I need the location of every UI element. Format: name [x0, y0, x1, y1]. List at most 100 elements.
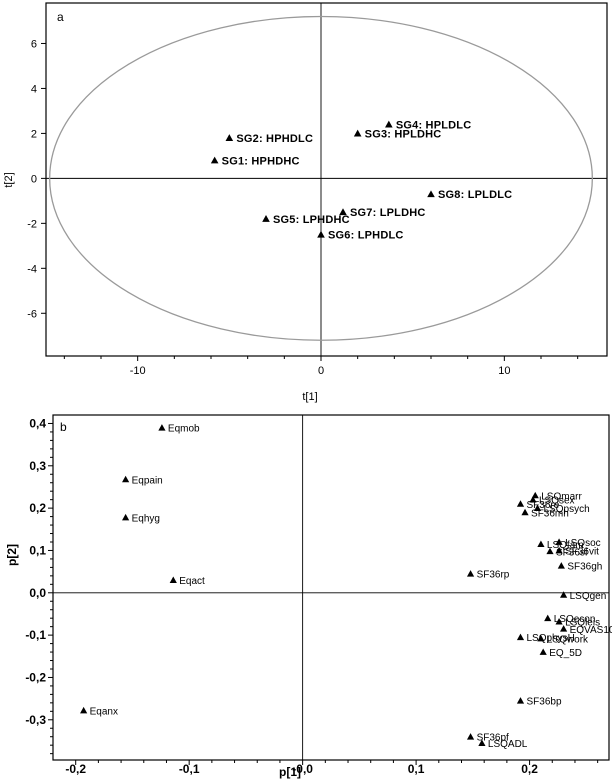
panel-b-point-label: SF36re [526, 500, 559, 511]
panel-b-point-marker [560, 625, 568, 632]
panel-b-x-tick-label: 0,2 [521, 762, 538, 776]
panel-b-point-label: SF36pf [477, 733, 509, 744]
panel-a-point-label: SG1: HPHDHC [222, 155, 300, 167]
panel-a-y-tick-label: 6 [31, 38, 37, 50]
panel-b-y-tick-label: 0,1 [29, 543, 46, 557]
panel-b-point-marker [555, 617, 563, 625]
panel-b-point-marker [555, 546, 563, 554]
panel-b-point-marker [122, 475, 130, 483]
panel-b-x-tick-label: -0,0 [292, 762, 313, 776]
panel-a-plot-frame [45, 2, 608, 357]
panel-b-points: EqmobEqpainEqhygEqactEqanxLSQmarrLSQsexS… [80, 424, 612, 750]
panel-a-y-tick-label: 0 [31, 173, 37, 185]
panel-a-point-marker [339, 208, 347, 216]
panel-b-point-marker [529, 496, 537, 503]
panel-b-point-label: Eqmob [168, 424, 200, 435]
panel-b-point-label: EQVAS100 [570, 625, 612, 636]
panel-b-point-label: SF36mh [531, 508, 569, 519]
panel-b-point-marker [466, 733, 475, 740]
panel-b-point-label: EQ_5D [549, 648, 582, 659]
panel-a-point-marker [225, 134, 234, 141]
panel-a-point-label: SG6: LPHDLC [328, 230, 404, 242]
panel-b-x-tick-label: -0,1 [179, 762, 200, 776]
panel-a-x-tick-label: -10 [130, 365, 146, 377]
panel-a-y-tick-label: 4 [31, 83, 37, 95]
panel-a-axes [46, 3, 607, 356]
panel-b-y-tick-label: -0,1 [25, 628, 46, 642]
panel-a-point-label: SG5: LPHDHC [273, 214, 350, 226]
panel-a-confidence-ellipse [49, 15, 593, 341]
panel-a-y-tick-label: -6 [27, 308, 37, 320]
panel-b-point-marker [521, 508, 529, 516]
panel-b-point-label: LSQfam [547, 540, 584, 551]
panel-b-point-marker [537, 634, 545, 642]
panel-b-point-label: Eqact [179, 576, 205, 587]
panel-b-y-tick-label: -0,3 [25, 713, 46, 727]
panel-b-point-marker [169, 576, 177, 583]
panel-b-point-marker [516, 697, 525, 704]
panel-a-point-marker [210, 156, 219, 164]
panel-a-point-label: SG2: HPHDLC [236, 133, 313, 145]
panel-a-y-tick-label: 2 [31, 128, 37, 140]
panel-a-confidence-ellipse-group [49, 15, 593, 341]
panel-a-ticks: 6 4 2 0 -2 -4 -6 -10 0 10 [27, 38, 579, 377]
panel-b-point-label: Eqhyg [132, 513, 160, 524]
panel-b-plot-frame [52, 414, 610, 761]
panel-b-letter: b [60, 420, 67, 434]
panel-b-point-marker [466, 570, 475, 577]
panel-b-y-tick-label: 0,2 [29, 501, 46, 515]
panel-b-point-marker [478, 739, 486, 746]
panel-b-point-marker [537, 540, 545, 547]
panel-b-point-label: LSQecon [554, 614, 596, 625]
panel-b-point-marker [539, 648, 547, 655]
panel-b-point-label: SF36vit [565, 546, 599, 557]
panel-a-y-tick-label: -2 [27, 218, 37, 230]
panel-a-letter: a [57, 10, 64, 24]
panel-a-y-tick-label: -4 [27, 263, 37, 275]
panel-a-point-marker [317, 230, 325, 238]
panel-b-point-label: LSQADL [488, 739, 528, 750]
panel-a-point-marker [353, 129, 362, 137]
panel-b-y-tick-label: -0,2 [25, 670, 46, 684]
panel-b-point-marker [533, 504, 542, 512]
panel-b-point-label: LSQleis [565, 618, 600, 629]
panel-a-point-label: SG3: HPLDHC [365, 128, 442, 140]
panel-a-x-tick-label: 0 [318, 365, 324, 377]
panel-a-point-marker [427, 190, 435, 198]
panel-b-point-marker [557, 562, 565, 569]
panel-b-point-marker [531, 491, 539, 499]
panel-a-point-label: SG7: LPLDHC [350, 207, 426, 219]
panel-b-x-tick-label: -0,2 [65, 762, 86, 776]
panel-b-y-tick-label: 0,3 [29, 459, 46, 473]
panel-b-point-marker [560, 591, 568, 598]
panel-b-point-label: LSQgen [570, 591, 607, 602]
panel-b-loading-plot: b 0,4 0,3 0,2 0,1 0,0 -0,1 -0,2 -0,3 -0,2 -0,1 -0,… [5, 414, 612, 779]
panel-b-axes [53, 415, 609, 760]
panel-b-ticks: 0,4 0,3 0,2 0,1 0,0 -0,1 -0,2 -0,3 -0,2 -0,1 -0,0 0… [25, 416, 599, 776]
panel-b-point-marker [555, 538, 563, 545]
panel-b-point-label: LSQsoc [565, 538, 601, 549]
panel-a-point-label: SG8: LPLDLC [438, 189, 512, 201]
panel-b-point-label: SF36rp [477, 570, 510, 581]
panel-b-point-marker [122, 513, 130, 521]
panel-b-point-label: LSQpsych [544, 504, 590, 515]
panel-b-point-marker [544, 614, 552, 622]
panel-a-point-marker [385, 120, 393, 128]
panel-b-point-marker [158, 424, 166, 431]
panel-b-point-label: Eqanx [90, 706, 118, 717]
panel-a-point-marker [262, 215, 270, 222]
panel-b-x-tick-label: 0,1 [408, 762, 425, 776]
panel-b-point-marker [546, 547, 554, 555]
panel-a-x-axis-title: t[1] [302, 391, 317, 403]
panel-a-point-label: SG4: HPLDLC [396, 119, 472, 131]
panel-b-point-label: LSQmarr [541, 491, 582, 502]
panel-b-point-label: Eqpain [132, 475, 163, 486]
panel-b-point-marker [516, 633, 525, 641]
panel-b-y-axis-title: p[2] [5, 544, 19, 566]
panel-b-point-label: LSQwork [547, 635, 589, 646]
panel-b-point-marker [80, 706, 88, 714]
panel-b-point-label: SF36gh [567, 562, 602, 573]
